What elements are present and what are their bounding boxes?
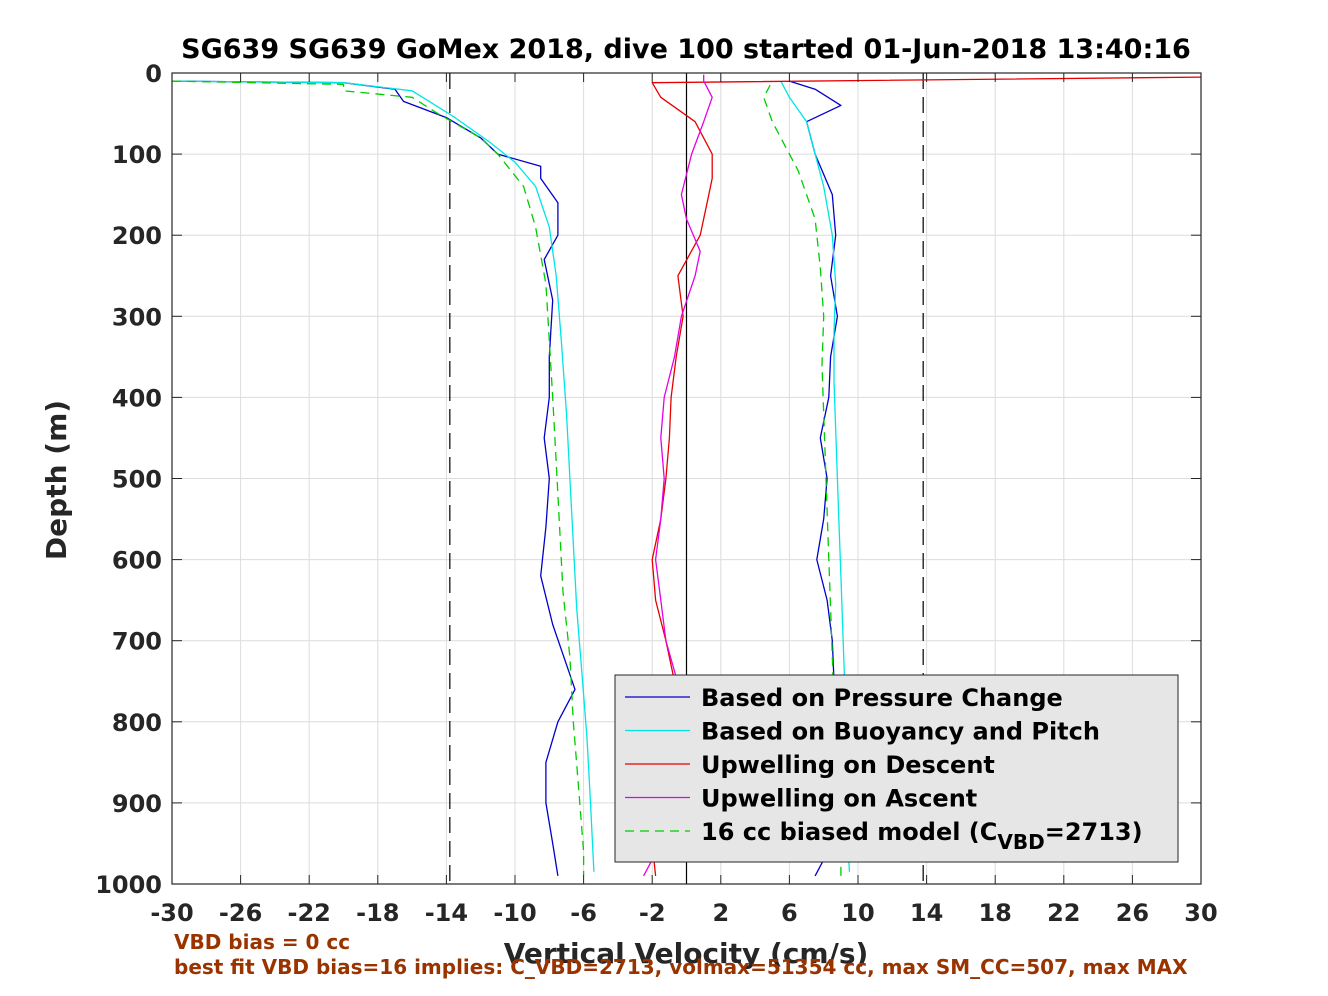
x-tick-label: -10 <box>493 899 536 927</box>
x-tick-label: -18 <box>356 899 399 927</box>
x-tick-label: 6 <box>781 899 798 927</box>
y-tick-label: 400 <box>112 384 162 412</box>
x-tick-label: -6 <box>570 899 597 927</box>
y-tick-label: 900 <box>112 790 162 818</box>
series-line-1-descent <box>171 80 595 872</box>
x-tick-label: 2 <box>712 899 729 927</box>
x-tick-label: -30 <box>150 899 193 927</box>
legend-label: Based on Buoyancy and Pitch <box>701 718 1100 746</box>
x-axis-label: Vertical Velocity (cm/s) <box>504 937 869 970</box>
legend-label: 16 cc biased model (CVBD=2713) <box>701 818 1143 854</box>
legend: Based on Pressure Change Based on Buoyanc… <box>614 674 1179 863</box>
legend-label: Upwelling on Ascent <box>701 785 977 813</box>
series-line-4-descent <box>171 80 585 876</box>
chart-title: SG639 SG639 GoMex 2018, dive 100 started… <box>181 34 1191 65</box>
y-tick-label: 800 <box>112 709 162 737</box>
x-tick-label: -26 <box>219 899 262 927</box>
y-axis-label: Depth (m) <box>40 400 73 560</box>
y-tick-label: 0 <box>145 60 162 88</box>
y-tick-label: 700 <box>112 628 162 656</box>
y-tick-label: 100 <box>112 141 162 169</box>
x-tick-label: -14 <box>425 899 468 927</box>
vbd-bias-note: VBD bias = 0 cc <box>174 930 351 954</box>
x-tick-label: -2 <box>639 899 666 927</box>
legend-label: Based on Pressure Change <box>701 684 1063 712</box>
y-tick-label: 600 <box>112 547 162 575</box>
x-tick-label: -22 <box>288 899 331 927</box>
y-tick-label: 300 <box>112 303 162 331</box>
legend-box <box>614 674 1179 863</box>
best-fit-note: best fit VBD bias=16 implies: C_VBD=2713… <box>174 955 1188 979</box>
y-tick-label: 500 <box>112 466 162 494</box>
x-tick-label: 26 <box>1116 899 1149 927</box>
y-tick-label: 1000 <box>95 871 162 899</box>
x-tick-label: 22 <box>1047 899 1080 927</box>
x-tick-label: 30 <box>1184 899 1217 927</box>
x-tick-label: 14 <box>910 899 943 927</box>
x-tick-label: 18 <box>978 899 1011 927</box>
y-tick-label: 200 <box>112 222 162 250</box>
axis-ticks: -30 -26 -22 -18 -14 -10 -6 -2 2 6 10 14 18 22 26 300100… <box>95 60 1218 927</box>
legend-label: Upwelling on Descent <box>701 751 995 779</box>
x-tick-label: 10 <box>841 899 874 927</box>
